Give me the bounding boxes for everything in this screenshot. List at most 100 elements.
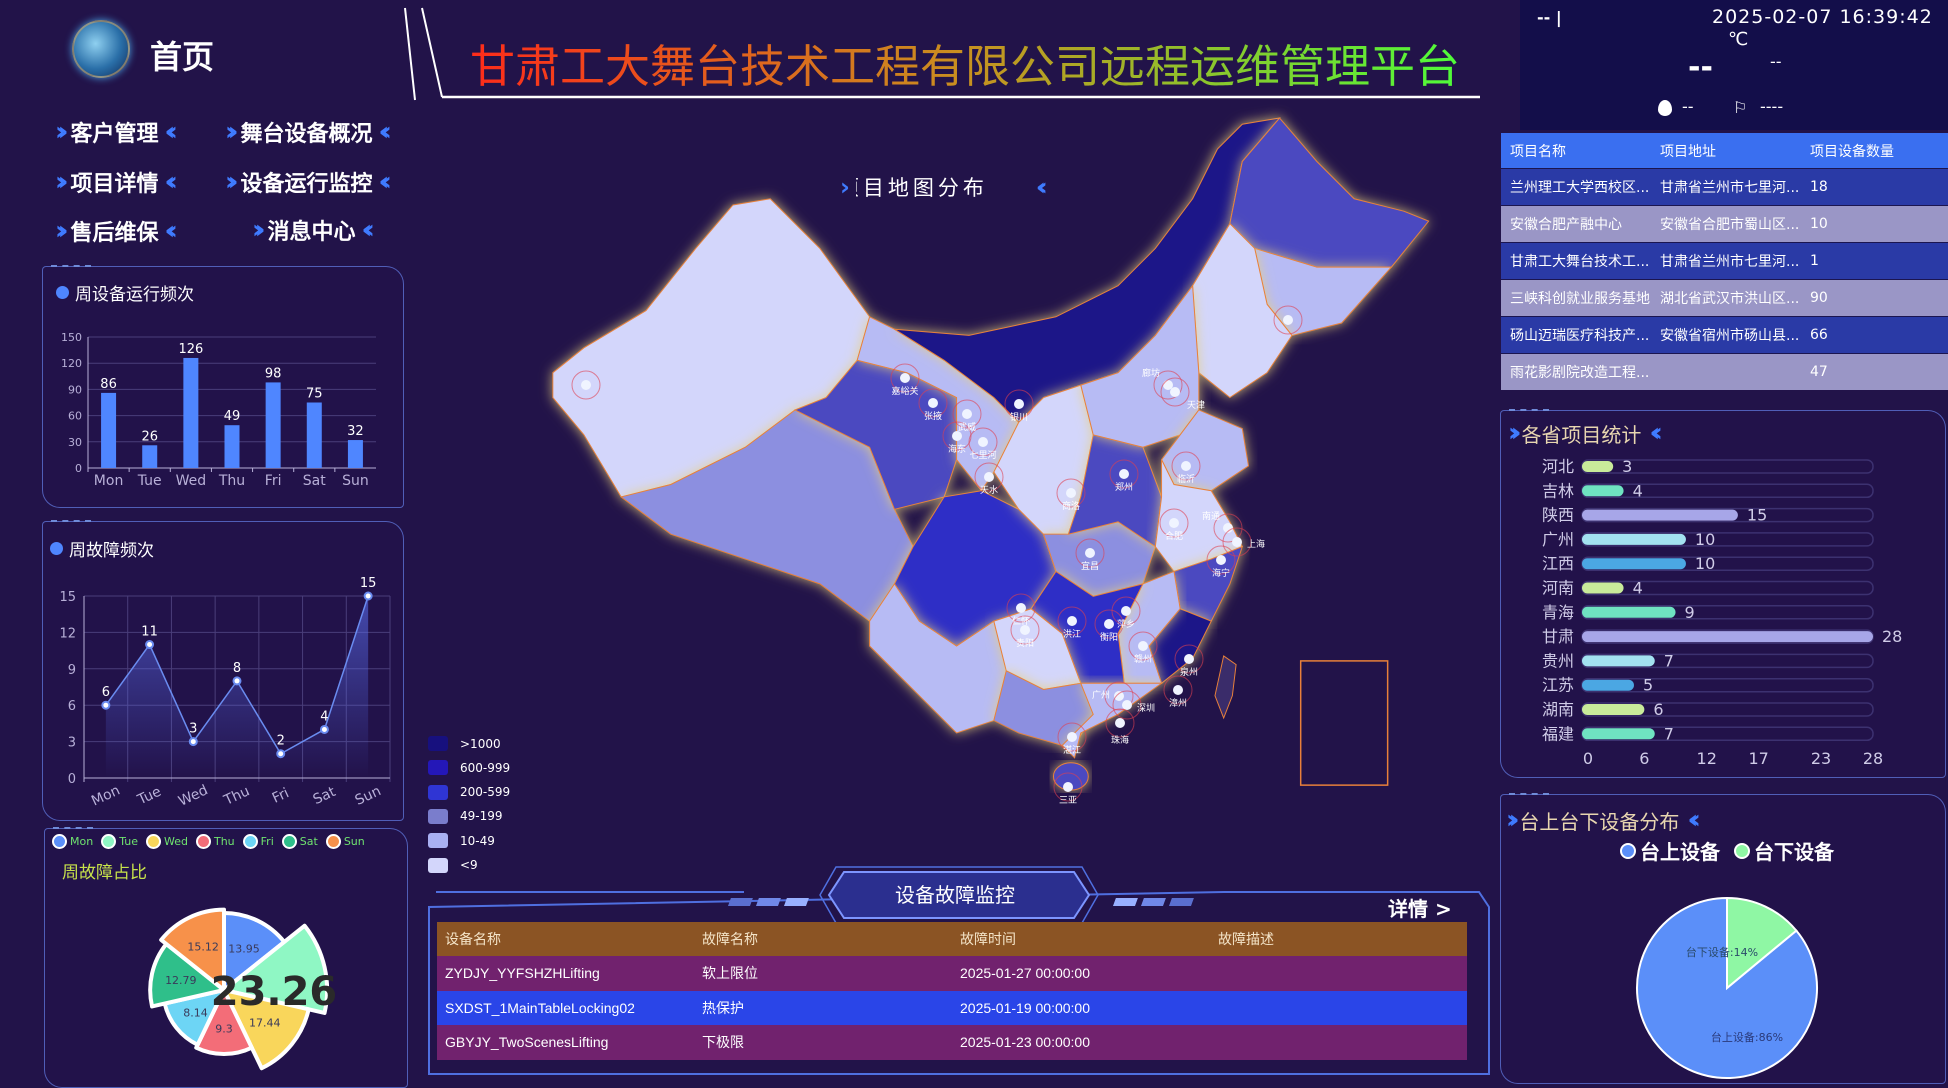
province-stats-title: ›› 各省项目统计 ‹‹ — [1508, 418, 1664, 448]
legend-label: Mon — [70, 835, 94, 848]
bar-value-label: 4 — [1633, 579, 1643, 598]
device-distribution-title: ›› 台上台下设备分布 ‹‹ — [1506, 805, 1702, 835]
slice-value-label: 13.95 — [228, 942, 259, 955]
city-ring — [1174, 644, 1204, 674]
city-marker — [1020, 625, 1030, 635]
city-marker — [581, 380, 591, 390]
y-tick-label: 3 — [68, 736, 76, 751]
table-cell: SXDST_1MainTableLocking02 — [445, 999, 635, 1016]
weather-panel — [1520, 0, 1948, 130]
table-cell: 砀山迈瑞医疗科技产... — [1510, 328, 1650, 344]
table-row[interactable]: 甘肃工大舞台技术工... 甘肃省兰州市七里河... 1 — [1501, 242, 1948, 279]
city-marker — [1016, 603, 1026, 613]
city-marker — [1223, 523, 1233, 533]
slice-value-label: 15.12 — [187, 941, 219, 954]
column-header: 故障名称 — [702, 932, 758, 948]
fault-details-link[interactable]: 详情 > — [1388, 897, 1452, 921]
city-label: 海东 — [948, 443, 966, 455]
legend-item: >1000 — [428, 736, 501, 751]
bar-value-label: 10 — [1695, 554, 1715, 573]
city-marker — [952, 431, 962, 441]
city-ring — [571, 370, 601, 400]
city-label: 漳州 — [1169, 697, 1187, 709]
table-cell: 2025-01-27 00:00:00 — [960, 965, 1090, 982]
datetime: 2025-02-07 16:39:42 — [1712, 6, 1933, 28]
table-cell: 兰州理工大学西校区... — [1510, 180, 1650, 196]
column-header: 项目名称 — [1510, 143, 1566, 160]
legend-label: Wed — [164, 835, 188, 848]
point-value-label: 4 — [320, 709, 328, 724]
legend-label: 10-49 — [460, 833, 495, 848]
table-row[interactable]: 雨花影剧院改造工程... 47 — [1501, 353, 1948, 390]
weather-condition: -- — [1770, 52, 1782, 71]
city-label: 南通 — [1202, 510, 1220, 522]
legend-swatch-icon — [1620, 842, 1636, 859]
legend-swatch-icon — [428, 857, 448, 873]
y-tick-label: 6 — [68, 699, 76, 714]
city-marker — [1173, 685, 1183, 695]
city-ring — [1057, 606, 1087, 636]
city-ring — [1153, 370, 1183, 400]
x-tick-label: 28 — [1863, 749, 1883, 768]
table-cell: 甘肃省兰州市七里河... — [1660, 180, 1800, 196]
nav-stage-equipment-overview[interactable]: ›› 舞台设备概况 ‹‹ — [225, 117, 393, 147]
legend-label: 200-599 — [460, 785, 511, 800]
table-row[interactable]: 兰州理工大学西校区... 甘肃省兰州市七里河... 18 — [1501, 168, 1948, 205]
x-tick-label: Sun — [342, 473, 369, 489]
table-row[interactable]: 三峡科创就业服务基地 湖北省武汉市洪山区... 90 — [1501, 279, 1948, 316]
table-cell: 安徽合肥产融中心 — [1510, 217, 1622, 233]
center-value-label: 23.26 — [211, 969, 338, 1015]
weekly-fault-title: 周故障频次 — [50, 536, 154, 561]
province-label: 江苏 — [1542, 676, 1574, 695]
y-tick-label: 150 — [61, 331, 82, 344]
column-header: 项目设备数量 — [1810, 143, 1894, 160]
city-label: 嘉峪关 — [891, 385, 918, 397]
rose-legend: Mon Tue Wed Thu Fri Sat Sun — [52, 834, 365, 849]
city-label: 衡阳 — [1100, 631, 1118, 643]
city-label: 天水 — [980, 484, 998, 496]
data-point — [319, 724, 329, 734]
table-row[interactable]: SXDST_1MainTableLocking02 热保护 2025-01-19 0… — [437, 990, 1467, 1025]
fault-table: 设备名称 故障名称 故障时间 故障描述 ZYDJY_YYFSHZHLifting 软上限位… — [437, 922, 1467, 1060]
city-ring — [968, 427, 998, 457]
city-marker — [1122, 700, 1132, 710]
table-row[interactable]: ZYDJY_YYFSHZHLifting 软上限位 2025-01-27 00:00… — [437, 956, 1467, 991]
legend-swatch-icon — [146, 834, 161, 849]
table-row[interactable]: 安徽合肥产融中心 安徽省合肥市蜀山区... 10 — [1501, 205, 1948, 242]
x-tick-label: Fri — [265, 473, 282, 489]
humidity-value: -- — [1682, 97, 1694, 116]
city-ring — [1004, 389, 1034, 419]
home-link[interactable]: 首页 — [150, 38, 215, 76]
table-row[interactable]: GBYJY_TwoScenesLifting 下极限 2025-01-23 00:0… — [437, 1025, 1467, 1060]
legend-label: Tue — [119, 835, 138, 848]
city-label: 珠海 — [1111, 734, 1129, 746]
fault-monitor-title: 设备故障监控 — [895, 883, 1015, 907]
city-ring — [1128, 631, 1158, 661]
legend-swatch-icon — [101, 834, 117, 849]
title-decoration — [404, 7, 1480, 101]
rose-slice — [194, 988, 254, 1056]
rose-slice — [148, 941, 226, 1009]
x-tick-label: Wed — [176, 473, 207, 489]
bar-value-label: 6 — [1653, 700, 1663, 719]
city-ring — [1159, 508, 1189, 538]
line-area — [105, 596, 369, 778]
city-label: 湛江 — [1063, 745, 1081, 756]
province-label: 河北 — [1542, 457, 1574, 476]
city-ring — [952, 399, 982, 429]
bar — [142, 445, 158, 468]
province-bar — [1582, 606, 1676, 618]
legend-swatch-icon — [325, 834, 341, 849]
legend-swatch-icon — [242, 834, 258, 849]
bar-track — [1581, 580, 1874, 596]
city-marker — [1283, 315, 1293, 325]
y-tick-label: 12 — [59, 626, 76, 641]
legend-label: 49-199 — [460, 809, 503, 824]
bar-value-label: 5 — [1643, 676, 1653, 695]
table-row[interactable]: 砀山迈瑞医疗科技产... 安徽省宿州市砀山县... 66 — [1501, 316, 1948, 353]
legend-item: 600-999 — [428, 760, 510, 776]
bar-value-label: 32 — [347, 424, 364, 439]
x-tick-label: 0 — [1583, 749, 1593, 768]
